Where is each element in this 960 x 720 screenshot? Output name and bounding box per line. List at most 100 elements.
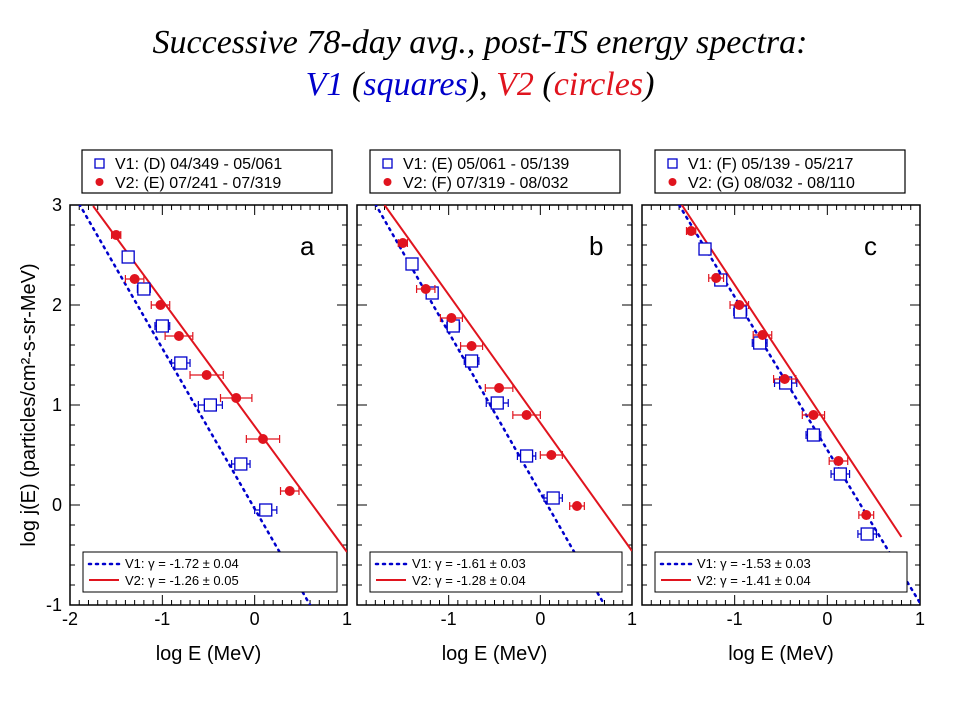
fit-line-v1: [677, 205, 920, 605]
data-point-v2-circle: [734, 300, 745, 310]
fit-line-v2: [681, 205, 903, 538]
legend-box: [81, 149, 333, 194]
fit-legend-label-v2: V2: γ = -1.28 ± 0.04: [412, 573, 526, 588]
data-point-v2-circle: [257, 434, 268, 444]
x-axis-label: log E (MeV): [728, 643, 834, 665]
data-point-v1-square: [833, 467, 847, 481]
fit-lines: [677, 205, 920, 605]
data-point-v2-circle: [779, 374, 790, 384]
data-point-v2-circle: [446, 313, 457, 323]
fit-lines: [374, 205, 632, 605]
x-tick-label: 0: [822, 609, 832, 629]
fit-legend-label-v1: V1: γ = -1.53 ± 0.03: [697, 556, 811, 571]
y-tick-label: 2: [52, 295, 62, 315]
data-point-v2-circle: [521, 410, 532, 420]
x-tick-label: 1: [342, 609, 352, 629]
legend-box: [369, 149, 621, 194]
fit-legend-box: [654, 551, 908, 593]
y-tick-label: 3: [52, 195, 62, 215]
x-tick-label: 0: [250, 609, 260, 629]
data-point-v2-circle: [129, 274, 140, 284]
legend-square-icon: [667, 158, 678, 169]
fit-line-v2: [92, 205, 347, 553]
panel-label: b: [589, 231, 603, 261]
data-point-v2-circle: [494, 383, 505, 393]
title-v2: V2: [496, 66, 534, 103]
data-point-v2-circle: [861, 510, 872, 520]
data-point-v2-circle: [711, 273, 722, 283]
fit-line-v1: [78, 205, 312, 605]
data-point-v1-square: [806, 428, 821, 442]
data-point-v1-square: [546, 491, 560, 505]
x-tick-label: -1: [441, 609, 457, 629]
legend-circle-icon: [383, 178, 392, 186]
title-line-1: Successive 78-day avg., post-TS energy s…: [152, 24, 808, 61]
fit-legend-box: [82, 551, 338, 593]
title-line-2: V1 (squares), V2 (circles): [305, 66, 655, 103]
fit-legend-label-v2: V2: γ = -1.41 ± 0.04: [697, 573, 811, 588]
y-tick-label: 1: [52, 395, 62, 415]
x-tick-label: -2: [62, 609, 78, 629]
data-point-v2-circle: [833, 456, 844, 466]
data-point-v2-circle: [173, 331, 184, 341]
legend-label-v1: V1: (D) 04/349 - 05/061: [115, 156, 282, 173]
x-tick-label: -1: [154, 609, 170, 629]
panel-label: c: [864, 231, 877, 261]
panel-label: a: [300, 231, 315, 261]
data-point-v1-square: [174, 356, 188, 370]
data-point-v2-circle: [757, 330, 768, 340]
title-circles: circles: [553, 66, 644, 103]
chart-title: Successive 78-day avg., post-TS energy s…: [0, 22, 960, 106]
y-axis-label: log j(E) (particles/cm²-s-sr-MeV): [18, 263, 40, 546]
panel-b: -1 0 1 log E (MeV) b V1: (E) 05/061 - 05/139 V…: [356, 149, 637, 665]
legend-circle-icon: [95, 178, 104, 186]
data-point-v1-square: [490, 396, 504, 410]
data-point-v1-square: [234, 457, 248, 471]
x-tick-label: 1: [627, 609, 637, 629]
data-point-v2-circle: [201, 370, 212, 380]
legend-square-icon: [94, 158, 105, 169]
data-point-v2-circle: [546, 450, 557, 460]
fit-line-v2: [383, 205, 632, 552]
plot-frame: [641, 204, 921, 606]
fit-legend-label-v1: V1: γ = -1.61 ± 0.03: [412, 556, 526, 571]
data-point-v1-square: [464, 354, 479, 368]
legend-circle-icon: [668, 178, 677, 186]
fit-legend-label-v2: V2: γ = -1.26 ± 0.05: [125, 573, 239, 588]
panel-c: -1 0 1 log E (MeV) c V1: (F) 05/139 - 05/217 V…: [641, 149, 925, 665]
data-point-v1-square: [698, 242, 712, 256]
data-point-v1-square: [860, 527, 874, 541]
x-axis-label: log E (MeV): [442, 643, 548, 665]
data-point-v2-circle: [808, 410, 819, 420]
legend-label-v1: V1: (E) 05/061 - 05/139: [403, 156, 569, 173]
legend-label-v2: V2: (F) 07/319 - 08/032: [403, 175, 569, 192]
legend-label-v2: V2: (E) 07/241 - 07/319: [115, 175, 281, 192]
data-point-v1-square: [259, 503, 273, 517]
data-point-v2-circle: [420, 284, 431, 294]
data-point-v1-square: [203, 398, 217, 412]
fit-line-v1: [374, 205, 606, 605]
data-point-v2-circle: [397, 238, 408, 248]
data-point-v2-circle: [155, 300, 166, 310]
y-tick-label: 0: [52, 495, 62, 515]
data-point-v2-circle: [466, 341, 477, 351]
title-v1: V1: [305, 66, 344, 103]
fit-lines: [78, 205, 347, 605]
fit-legend-box: [369, 551, 623, 593]
x-tick-label: 1: [915, 609, 925, 629]
legend-label-v2: V2: (G) 08/032 - 08/110: [688, 175, 855, 192]
x-axis-label: log E (MeV): [156, 643, 262, 665]
data-point-v1-square: [405, 257, 419, 271]
data-point-v1-square: [137, 282, 151, 296]
data-point-v2-circle: [686, 226, 697, 236]
x-tick-label: -1: [727, 609, 743, 629]
y-tick-label: -1: [46, 595, 62, 615]
fit-legend-label-v1: V1: γ = -1.72 ± 0.04: [125, 556, 239, 571]
legend-box: [654, 149, 906, 194]
legend-label-v1: V1: (F) 05/139 - 05/217: [688, 156, 854, 173]
data-point-v2-circle: [284, 486, 295, 496]
x-tick-label: 0: [535, 609, 545, 629]
legend-square-icon: [382, 158, 393, 169]
